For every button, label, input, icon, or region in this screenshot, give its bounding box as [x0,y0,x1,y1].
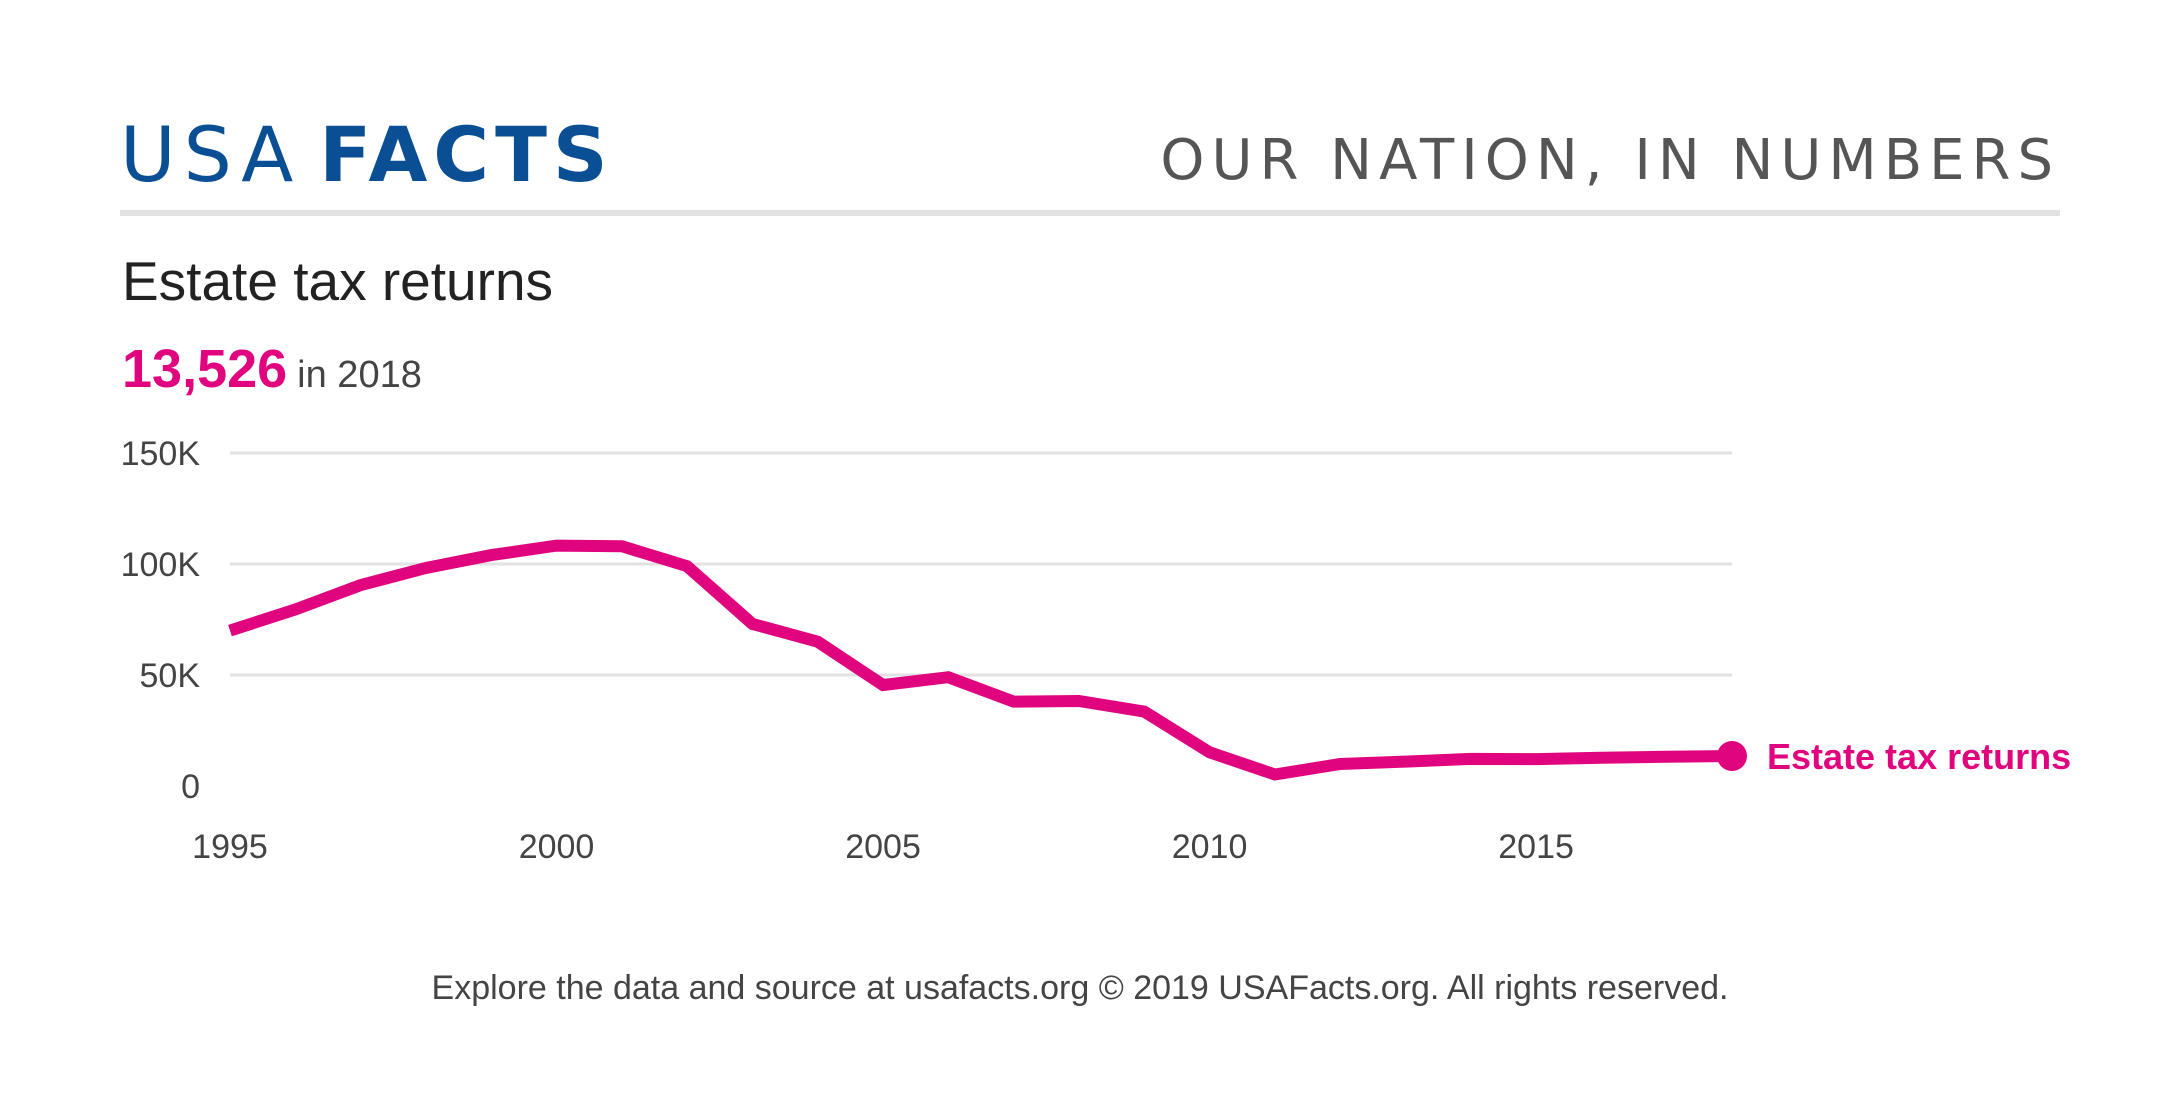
y-tick-label: 100K [121,546,201,584]
headline-suffix: in 2018 [297,354,422,396]
x-tick-label: 1995 [192,828,268,866]
y-tick-label: 150K [121,435,201,473]
footer-credit: Explore the data and source at usafacts.… [431,969,1729,1007]
x-axis-ticks: 1995 2000 2005 2010 2015 [192,828,1574,866]
usafacts-logo[interactable]: USA FACTS [120,110,614,200]
header-divider [120,210,2060,216]
logo-light-text: USA [120,110,302,199]
grid-lines [230,451,1732,677]
series-group: Estate tax returns [228,539,2071,781]
chart-title: Estate tax returns [122,250,554,312]
logo-bold-text: FACTS [319,110,614,199]
tagline: OUR NATION, IN NUMBERS [1160,128,2060,193]
y-tick-label: 0 [181,768,200,806]
headline-stat: 13,526 in 2018 [122,334,422,418]
x-tick-label: 2000 [519,828,595,866]
series-line [228,539,1733,781]
x-tick-label: 2010 [1172,828,1248,866]
y-tick-label: 50K [140,657,201,695]
x-tick-label: 2005 [845,828,921,866]
header: USA FACTS OUR NATION, IN NUMBERS [120,110,2060,210]
series-label: Estate tax returns [1767,736,2071,777]
x-tick-label: 2015 [1498,828,1574,866]
series-end-point [1717,740,1747,771]
headline-value: 13,526 [122,339,288,399]
y-axis-ticks: 0 50K 100K 150K [121,435,201,806]
